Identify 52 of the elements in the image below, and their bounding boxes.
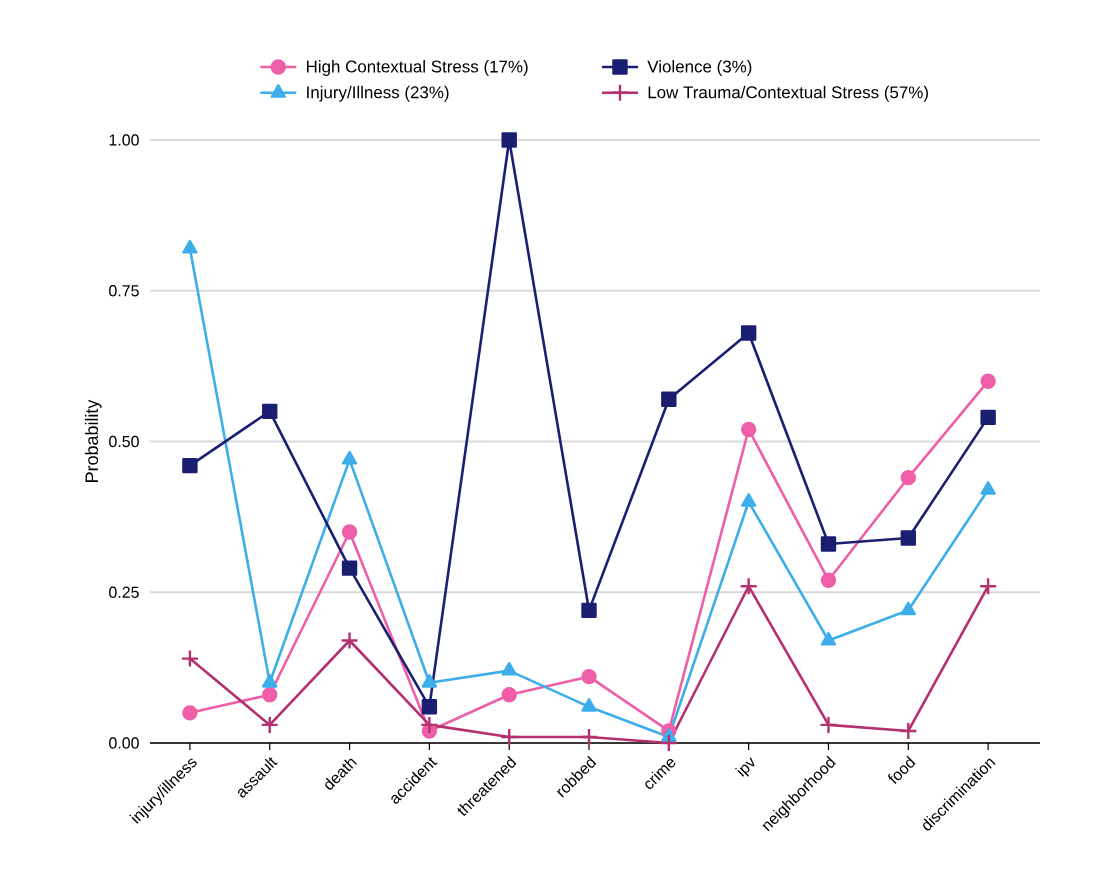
- point: [182, 705, 198, 721]
- point: [581, 602, 597, 619]
- point: [581, 668, 597, 685]
- point: [341, 450, 358, 465]
- point: [819, 715, 838, 735]
- y-tick-label: 0.00: [109, 737, 139, 749]
- point: [180, 649, 200, 668]
- point: [341, 524, 358, 540]
- point: [421, 699, 438, 715]
- point: [980, 373, 996, 389]
- y-tick-label: 0.75: [109, 285, 139, 297]
- point: [182, 239, 198, 254]
- point: [740, 421, 757, 438]
- legend-label: High Contextual Stress (17%): [306, 60, 528, 76]
- point: [820, 572, 837, 588]
- point: [900, 530, 916, 546]
- x-tick-label: ipv: [735, 757, 755, 777]
- point: [262, 674, 278, 688]
- point: [420, 715, 439, 735]
- point: [900, 601, 916, 616]
- point: [262, 687, 278, 703]
- point: [260, 715, 279, 735]
- point: [980, 409, 996, 426]
- point: [978, 577, 998, 596]
- point: [182, 457, 198, 474]
- point: [740, 493, 757, 507]
- point: [659, 733, 679, 753]
- legend-label: Low Trauma/Contextual Stress (57%): [648, 85, 928, 102]
- y-tick-label: 0.25: [109, 586, 139, 598]
- point: [581, 698, 597, 712]
- point: [421, 674, 438, 688]
- legend-label: Injury/Illness (23%): [307, 85, 449, 102]
- point: [341, 560, 358, 576]
- point: [980, 481, 996, 495]
- point: [820, 631, 837, 646]
- point: [579, 727, 599, 747]
- point: [501, 661, 517, 676]
- point: [899, 721, 918, 741]
- point: [661, 391, 677, 407]
- point: [262, 403, 278, 420]
- point: [501, 132, 517, 148]
- point: [739, 577, 758, 596]
- point: [900, 469, 916, 486]
- point: [501, 687, 517, 703]
- y-axis-title: Probability: [84, 399, 102, 482]
- y-tick-label: 1.00: [109, 134, 139, 146]
- legend-label: Violence (3%): [647, 60, 752, 76]
- point: [740, 325, 757, 341]
- y-tick-label: 0.50: [109, 435, 139, 448]
- point: [340, 631, 359, 650]
- point: [500, 727, 519, 747]
- point: [820, 536, 837, 552]
